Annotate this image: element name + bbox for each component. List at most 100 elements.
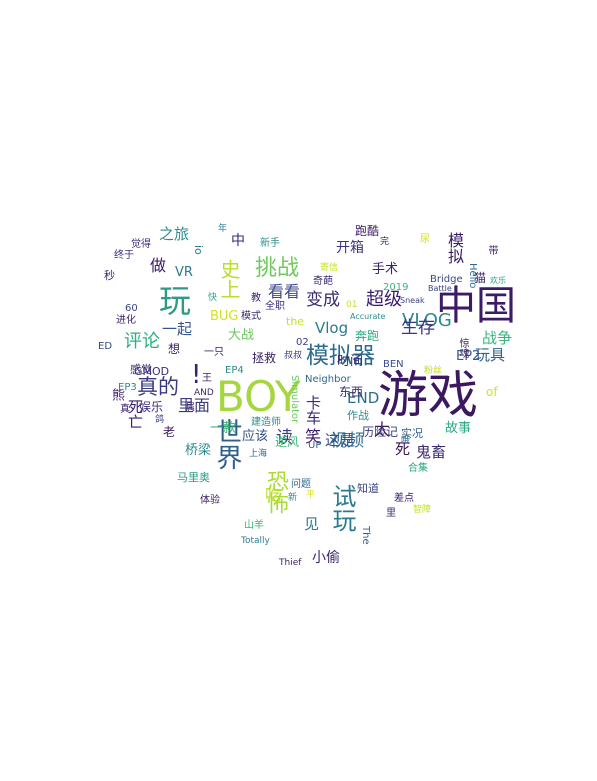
word-cloud-word: 笑 <box>302 428 321 444</box>
word-cloud-word: 试玩 <box>328 484 356 532</box>
word-cloud-word: BEN <box>383 359 404 370</box>
word-cloud-word: 奇葩 <box>313 276 333 287</box>
word-cloud-word: 挑战 <box>255 256 300 281</box>
word-cloud-word: 平 <box>306 490 316 500</box>
word-cloud-word: 实况 <box>401 427 423 440</box>
word-cloud-word: UP <box>308 440 322 451</box>
word-cloud-word: Bridge <box>430 274 463 285</box>
word-cloud-word: 觉得 <box>131 239 151 250</box>
word-cloud-word: ED <box>98 341 113 352</box>
word-cloud-word: 上海 <box>249 449 268 459</box>
word-cloud-word: 太 <box>374 420 391 439</box>
word-cloud-word: EP4 <box>225 365 244 376</box>
word-cloud-word: 差点 <box>394 493 414 504</box>
word-cloud-word: 手术 <box>372 262 399 277</box>
word-cloud-word: 鸽 <box>155 415 165 425</box>
word-cloud-word: 东西 <box>339 385 364 399</box>
word-cloud-word: 欢乐 <box>490 276 506 285</box>
word-cloud-word: 拯救 <box>252 351 277 365</box>
word-cloud-word: Totally <box>241 536 270 546</box>
word-cloud-word: 教 <box>251 293 261 304</box>
word-cloud-word: 生存 <box>401 318 435 338</box>
word-cloud-word: 01 <box>346 300 358 310</box>
word-cloud-word: 这是 <box>325 431 356 449</box>
word-cloud-word: 一起 <box>162 320 193 338</box>
word-cloud-word: 玩 <box>159 282 192 320</box>
word-cloud-word: 年 <box>218 224 228 234</box>
word-cloud-word: 全职 <box>265 301 285 312</box>
word-cloud-word: EP3 <box>118 382 137 393</box>
word-cloud-word: 一只 <box>204 347 224 358</box>
word-cloud-word: 见 <box>304 515 320 533</box>
word-cloud-word: 想 <box>168 342 181 356</box>
word-cloud-word: 里 <box>386 508 396 519</box>
word-cloud-word: 合集 <box>408 463 428 474</box>
word-cloud-word: BUG <box>210 309 239 324</box>
word-cloud-word: 王 <box>202 373 212 384</box>
word-cloud-word: 真 <box>120 404 130 415</box>
word-cloud-word: 跑酷 <box>355 224 380 238</box>
word-cloud-word: Battle <box>428 284 452 293</box>
word-cloud-word: VLOG <box>402 310 452 331</box>
word-cloud-word: 智障 <box>413 505 432 515</box>
word-cloud-word: ! <box>191 360 202 390</box>
word-cloud-word: 新手 <box>260 238 280 249</box>
word-cloud-word: 进化 <box>116 315 136 326</box>
word-cloud-word: 奔跑 <box>355 329 380 343</box>
word-cloud-word: Simulator <box>289 375 300 424</box>
word-cloud-word: 体验 <box>200 495 220 506</box>
word-cloud-word: 里面 <box>178 396 211 415</box>
word-cloud-word: 粉丝 <box>424 366 443 376</box>
word-cloud-word: GMOD <box>134 365 170 378</box>
word-cloud-word: 建造师 <box>251 417 281 428</box>
word-cloud-word: 山羊 <box>244 520 264 531</box>
word-cloud-word: 模拟器 <box>306 343 375 369</box>
word-cloud-word: 属 <box>186 403 196 413</box>
word-cloud-word: The <box>360 526 371 545</box>
word-cloud-word: 之旅 <box>159 225 190 243</box>
word-cloud-word: 战争 <box>482 329 513 347</box>
word-cloud-word: 做 <box>150 256 167 275</box>
word-cloud-word: 故事 <box>445 421 472 436</box>
word-cloud-word: 熊 <box>109 388 124 401</box>
word-cloud-word: 叔叔 <box>284 351 303 361</box>
word-cloud-word: 世界 <box>212 418 242 470</box>
word-cloud-word: 马里奥 <box>177 471 210 484</box>
word-cloud-word: 模拟 <box>445 232 464 264</box>
word-cloud-word: EP2 <box>456 349 481 364</box>
word-cloud-word: Sneak <box>400 296 425 305</box>
word-cloud-word: 玩具 <box>475 346 506 364</box>
word-cloud-word: 惊魂 <box>457 338 468 358</box>
word-cloud-word: 史上 <box>217 259 241 299</box>
word-cloud-word: 恐怖 <box>263 470 288 514</box>
word-cloud-word: 哦 <box>401 436 411 446</box>
word-cloud-word: Neighbor <box>305 374 351 385</box>
word-cloud-word: 猫 <box>474 271 487 285</box>
word-cloud-word: 中国 <box>436 283 516 329</box>
word-cloud-word: END <box>347 389 380 407</box>
word-cloud-word: 秒 <box>104 269 115 282</box>
word-cloud-word: 看看 <box>268 282 301 301</box>
word-cloud-word: 逆风 <box>275 435 300 449</box>
word-cloud-word: the <box>286 315 305 328</box>
word-cloud-word: 作战 <box>347 409 369 422</box>
word-cloud-word: Accurate <box>350 312 386 321</box>
word-cloud-word: 带 <box>486 245 497 255</box>
word-cloud-word: Thief <box>279 558 302 568</box>
word-cloud-word: 2019 <box>383 282 409 293</box>
word-cloud-word: 寄信 <box>320 263 339 273</box>
word-cloud-word: BOY <box>216 372 301 421</box>
word-cloud-word: 一款 <box>210 421 237 436</box>
word-cloud-word: Hello <box>467 263 478 289</box>
word-cloud-word: 娱乐 <box>139 400 164 414</box>
word-cloud-word: 卡车 <box>304 395 322 425</box>
word-cloud-word: AND <box>194 388 214 398</box>
word-cloud-word: 新 <box>288 493 298 503</box>
word-cloud-word: 终于 <box>114 250 134 261</box>
word-cloud-word: 模式 <box>241 311 261 322</box>
word-cloud-word: 快 <box>208 293 218 303</box>
word-cloud-word: of <box>486 385 498 399</box>
word-cloud-word: 鬼畜 <box>416 443 447 461</box>
word-cloud-word: 尿 <box>420 234 430 245</box>
